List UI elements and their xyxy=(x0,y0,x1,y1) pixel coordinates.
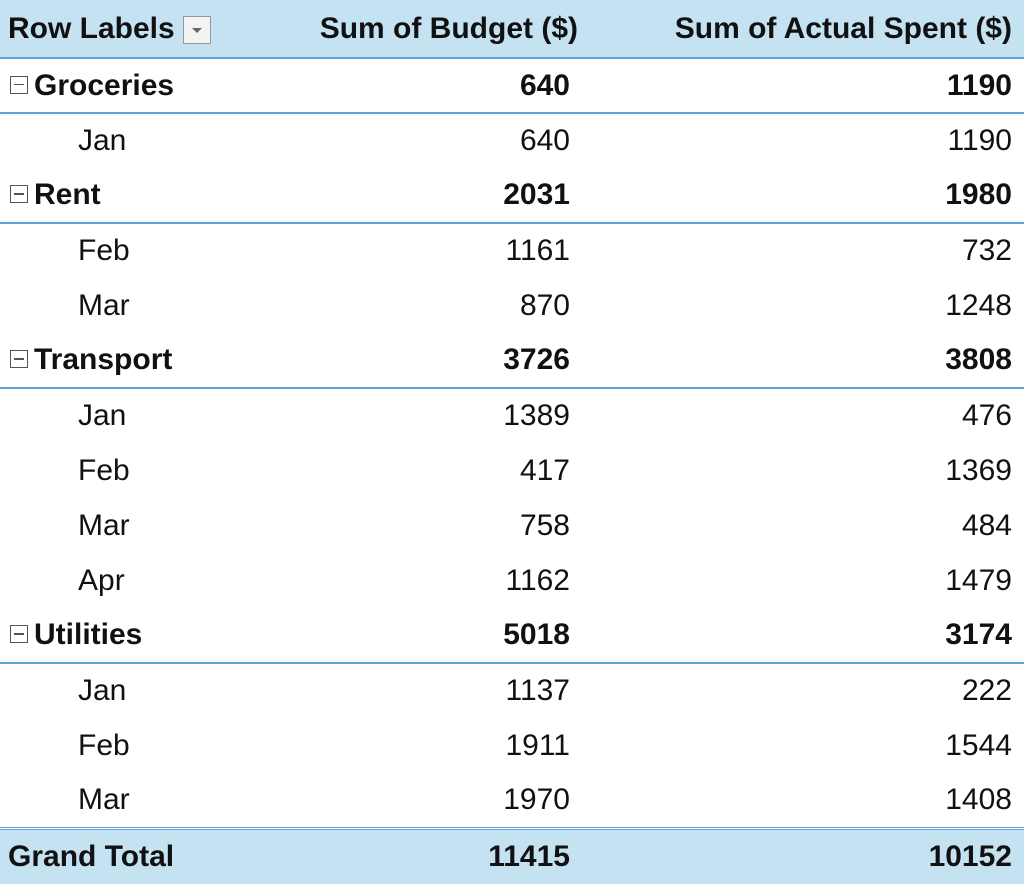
actual-cell: 10152 xyxy=(582,826,1024,884)
budget-cell: 417 xyxy=(519,453,570,487)
row-label: Feb xyxy=(0,718,262,773)
actual-cell: 484 xyxy=(961,508,1012,542)
pivot-body: Groceries 640 1190 Jan 640 1190 Rent 2031 1980 Fe… xyxy=(0,58,1024,884)
header-row: Row Labels Sum of Budget ($) Sum of Actu… xyxy=(0,0,1024,59)
budget-cell: 1137 xyxy=(505,674,570,707)
label-text: Utilities xyxy=(34,618,143,651)
row-label: Mar xyxy=(0,498,262,553)
budget-cell: 11415 xyxy=(262,826,582,884)
header-text: Row Labels xyxy=(8,11,175,45)
actual-cell: 1369 xyxy=(945,453,1012,487)
group-row: Transport 3726 3808 xyxy=(0,333,1024,389)
label-text: Apr xyxy=(78,563,125,597)
budget-cell: 1161 xyxy=(505,234,570,267)
collapse-toggle[interactable] xyxy=(10,185,28,204)
group-row: Groceries 640 1190 xyxy=(0,58,1024,114)
label-text: Rent xyxy=(34,178,101,211)
item-row: Feb 1161 732 xyxy=(0,223,1024,278)
actual-cell: 1544 xyxy=(945,728,1012,762)
item-row: Feb 417 1369 xyxy=(0,443,1024,498)
grand-total-row: Grand Total 11415 10152 xyxy=(0,826,1024,884)
item-row: Feb 1911 1544 xyxy=(0,718,1024,773)
actual-cell: 1479 xyxy=(945,563,1012,597)
label-text: Grand Total xyxy=(8,839,175,873)
item-row: Mar 758 484 xyxy=(0,498,1024,553)
actual-cell: 3174 xyxy=(582,608,1024,664)
budget-cell: 1911 xyxy=(505,728,570,762)
label-text: Feb xyxy=(78,453,130,487)
group-row: Rent 2031 1980 xyxy=(0,168,1024,224)
label-text: Mar xyxy=(78,508,130,542)
row-label: Apr xyxy=(0,553,262,608)
budget-cell: 1970 xyxy=(503,782,570,816)
label-text: Feb xyxy=(78,234,130,267)
item-row: Mar 870 1248 xyxy=(0,278,1024,333)
actual-cell: 1408 xyxy=(945,782,1012,816)
budget-cell: 2031 xyxy=(262,168,582,224)
actual-cell: 1190 xyxy=(947,124,1012,157)
header-cell: Sum of Actual Spent ($) xyxy=(582,0,1024,59)
budget-cell: 5018 xyxy=(262,608,582,664)
actual-cell: 476 xyxy=(961,399,1012,432)
item-row: Mar 1970 1408 xyxy=(0,773,1024,828)
row-label: Utilities xyxy=(0,608,262,664)
collapse-toggle[interactable] xyxy=(10,625,28,644)
item-row: Jan 1389 476 xyxy=(0,388,1024,443)
filter-button[interactable] xyxy=(182,15,211,44)
actual-cell: 3808 xyxy=(582,333,1024,389)
label-text: Mar xyxy=(78,288,130,322)
group-row: Utilities 5018 3174 xyxy=(0,608,1024,664)
budget-cell: 640 xyxy=(519,124,570,157)
collapse-toggle[interactable] xyxy=(10,350,28,369)
header-cell: Row Labels xyxy=(0,0,262,59)
row-label: Jan xyxy=(0,113,262,168)
row-label: Jan xyxy=(0,663,262,718)
actual-cell: 732 xyxy=(961,234,1012,267)
item-row: Jan 640 1190 xyxy=(0,113,1024,168)
budget-cell: 1389 xyxy=(503,399,570,432)
row-label: Groceries xyxy=(0,58,262,114)
budget-cell: 640 xyxy=(262,58,582,114)
label-text: Feb xyxy=(78,728,130,762)
label-text: Jan xyxy=(78,674,127,707)
item-row: Apr 1162 1479 xyxy=(0,553,1024,608)
row-label: Rent xyxy=(0,168,262,224)
collapse-toggle[interactable] xyxy=(10,75,28,94)
pivot-header: Row Labels Sum of Budget ($) Sum of Actu… xyxy=(0,0,1024,59)
actual-cell: 222 xyxy=(961,674,1012,707)
label-text: Jan xyxy=(78,124,127,157)
row-label: Mar xyxy=(0,278,262,333)
header-cell: Sum of Budget ($) xyxy=(262,0,582,59)
actual-cell: 1248 xyxy=(945,288,1012,322)
label-text: Jan xyxy=(78,399,127,432)
row-label: Grand Total xyxy=(0,826,262,884)
row-label: Transport xyxy=(0,333,262,389)
label-text: Mar xyxy=(78,782,130,816)
budget-cell: 3726 xyxy=(262,333,582,389)
row-label: Feb xyxy=(0,443,262,498)
budget-cell: 758 xyxy=(519,508,570,542)
row-label: Jan xyxy=(0,388,262,443)
row-label: Feb xyxy=(0,223,262,278)
row-label: Mar xyxy=(0,773,262,828)
label-text: Groceries xyxy=(34,68,175,102)
item-row: Jan 1137 222 xyxy=(0,663,1024,718)
actual-cell: 1980 xyxy=(582,168,1024,224)
budget-cell: 1162 xyxy=(505,563,570,597)
budget-cell: 870 xyxy=(519,288,570,322)
label-text: Transport xyxy=(34,343,173,376)
actual-cell: 1190 xyxy=(582,58,1024,114)
